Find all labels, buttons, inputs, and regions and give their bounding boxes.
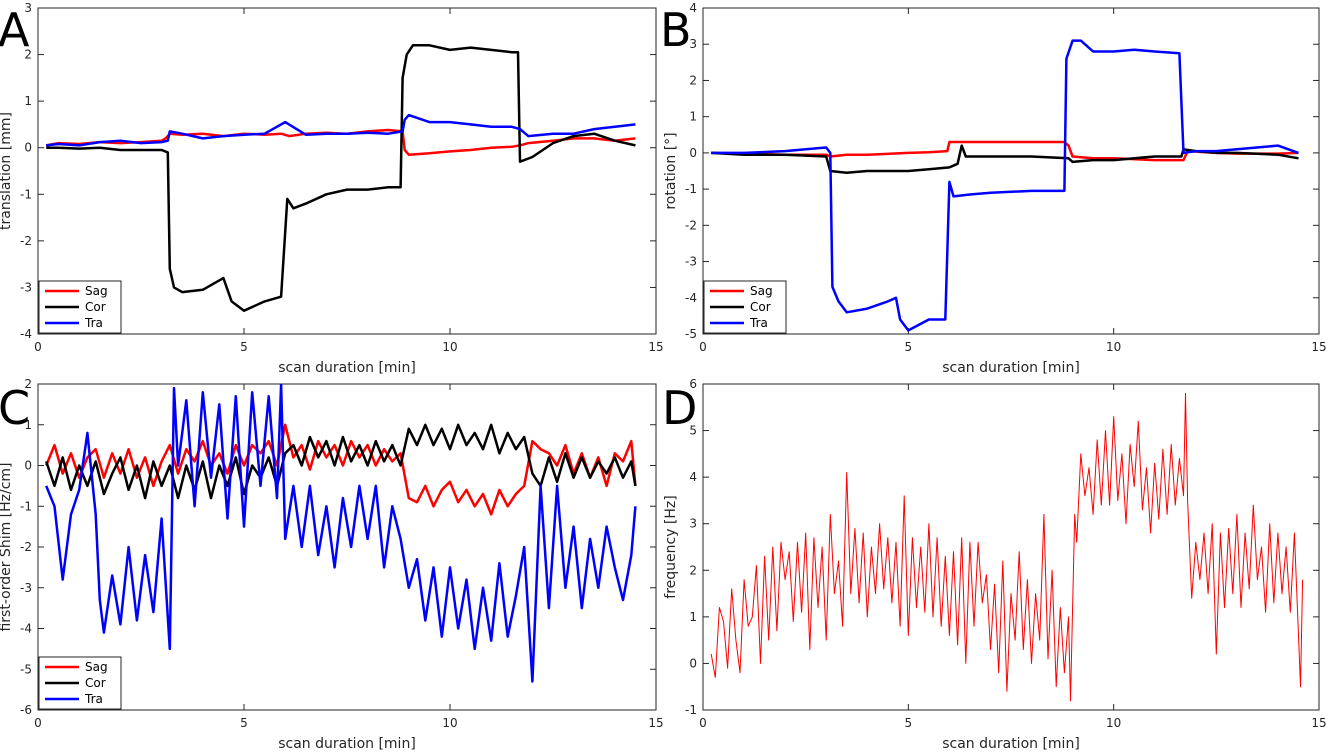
y-tick-label: 5 [689, 424, 697, 438]
legend: Sag Cor Tra [38, 656, 122, 710]
y-tick-label: 4 [689, 470, 697, 484]
panel-letter: A [0, 3, 30, 57]
series-group [710, 392, 1304, 702]
y-tick-label: 4 [689, 1, 697, 15]
legend-label-sag: Sag [85, 284, 108, 298]
x-axis-label: scan duration [min] [278, 360, 416, 376]
legend: Sag Cor Tra [38, 280, 122, 334]
panel-letter: B [660, 3, 692, 57]
y-tick-label: 3 [689, 37, 697, 51]
x-tick-label: 15 [1311, 340, 1326, 354]
plot-frame [702, 383, 1320, 711]
x-tick-label: 10 [1106, 716, 1121, 730]
x-axis-label: scan duration [min] [942, 360, 1080, 376]
y-tick-label: 0 [24, 459, 32, 473]
plot-frame [702, 7, 1320, 335]
x-tick-label: 5 [905, 340, 913, 354]
y-tick-label: 3 [689, 517, 697, 531]
x-tick-label: 15 [1311, 716, 1326, 730]
panel-c: 0 5 10 15 -6 -5 -4 -3 -2 -1 0 1 2 scan duration [min]… [0, 377, 664, 752]
y-tick-label: -4 [20, 622, 32, 636]
series-line-tra [711, 39, 1299, 332]
y-tick-label: -4 [20, 327, 32, 341]
y-tick-label: -5 [685, 327, 697, 341]
panel-letter: C [0, 381, 30, 435]
x-tick-label: 10 [1106, 340, 1121, 354]
x-tick-label: 5 [240, 340, 248, 354]
series-group [45, 44, 636, 312]
y-tick-label: -3 [685, 255, 697, 269]
y-tick-label: 3 [24, 1, 32, 15]
y-tick-label: -1 [685, 182, 697, 196]
legend: Sag Cor Tra [703, 280, 787, 334]
x-tick-label: 10 [442, 716, 457, 730]
x-tick-label: 5 [905, 716, 913, 730]
x-axis-label: scan duration [min] [278, 736, 416, 752]
plot-frame [37, 7, 657, 335]
panel-a: 0 5 10 15 -4 -3 -2 -1 0 1 2 3 scan duration [min] tra… [0, 1, 664, 376]
y-tick-label: 2 [689, 563, 697, 577]
x-tick-label: 10 [442, 340, 457, 354]
series-line-cor [46, 44, 636, 312]
y-tick-label: -3 [20, 280, 32, 294]
y-tick-label: -6 [20, 703, 32, 717]
x-tick-label: 5 [240, 716, 248, 730]
legend-label-cor: Cor [85, 676, 106, 690]
y-tick-label: -5 [20, 662, 32, 676]
legend-label-tra: Tra [84, 316, 103, 330]
legend-label-cor: Cor [85, 300, 106, 314]
x-tick-label: 0 [34, 340, 42, 354]
y-tick-label: 0 [689, 146, 697, 160]
series-line-tra [45, 384, 637, 683]
x-tick-label: 15 [648, 716, 663, 730]
y-tick-label: 0 [24, 141, 32, 155]
y-tick-label: -2 [685, 218, 697, 232]
legend-label-tra: Tra [749, 316, 768, 330]
panel-letter: D [662, 381, 697, 435]
series-line-frequency [710, 392, 1304, 702]
y-tick-label: 2 [689, 73, 697, 87]
y-tick-label: 2 [24, 377, 32, 391]
y-tick-label: 1 [689, 610, 697, 624]
y-tick-label: 6 [689, 377, 697, 391]
series-group [45, 384, 637, 683]
y-axis-label: rotation [°] [663, 132, 679, 209]
y-tick-label: -2 [20, 540, 32, 554]
series-group [711, 39, 1299, 332]
y-tick-label: -1 [20, 499, 32, 513]
y-tick-label: -4 [685, 291, 697, 305]
y-tick-label: -1 [685, 703, 697, 717]
legend-label-cor: Cor [750, 300, 771, 314]
x-axis-label: scan duration [min] [942, 736, 1080, 752]
x-tick-label: 15 [648, 340, 663, 354]
y-tick-label: -2 [20, 234, 32, 248]
x-tick-label: 0 [34, 716, 42, 730]
series-line-sag [45, 423, 637, 516]
y-tick-label: 1 [24, 94, 32, 108]
y-tick-label: 0 [689, 656, 697, 670]
y-axis-label: frequency [Hz] [663, 495, 679, 598]
y-axis-label: translation [mm] [0, 112, 14, 230]
y-tick-label: -3 [20, 581, 32, 595]
legend-label-sag: Sag [85, 660, 108, 674]
legend-label-tra: Tra [84, 692, 103, 706]
panel-b: 0 5 10 15 -5 -4 -3 -2 -1 0 1 2 3 4 scan duration [min]… [660, 1, 1327, 376]
x-tick-label: 0 [699, 340, 707, 354]
y-axis-label: first-order Shim [Hz/cm] [0, 462, 14, 631]
y-tick-label: -1 [20, 187, 32, 201]
y-tick-label: 2 [24, 48, 32, 62]
series-line-tra [46, 113, 636, 147]
y-tick-label: 1 [689, 110, 697, 124]
x-tick-label: 0 [699, 716, 707, 730]
legend-label-sag: Sag [750, 284, 773, 298]
y-tick-label: 1 [24, 418, 32, 432]
